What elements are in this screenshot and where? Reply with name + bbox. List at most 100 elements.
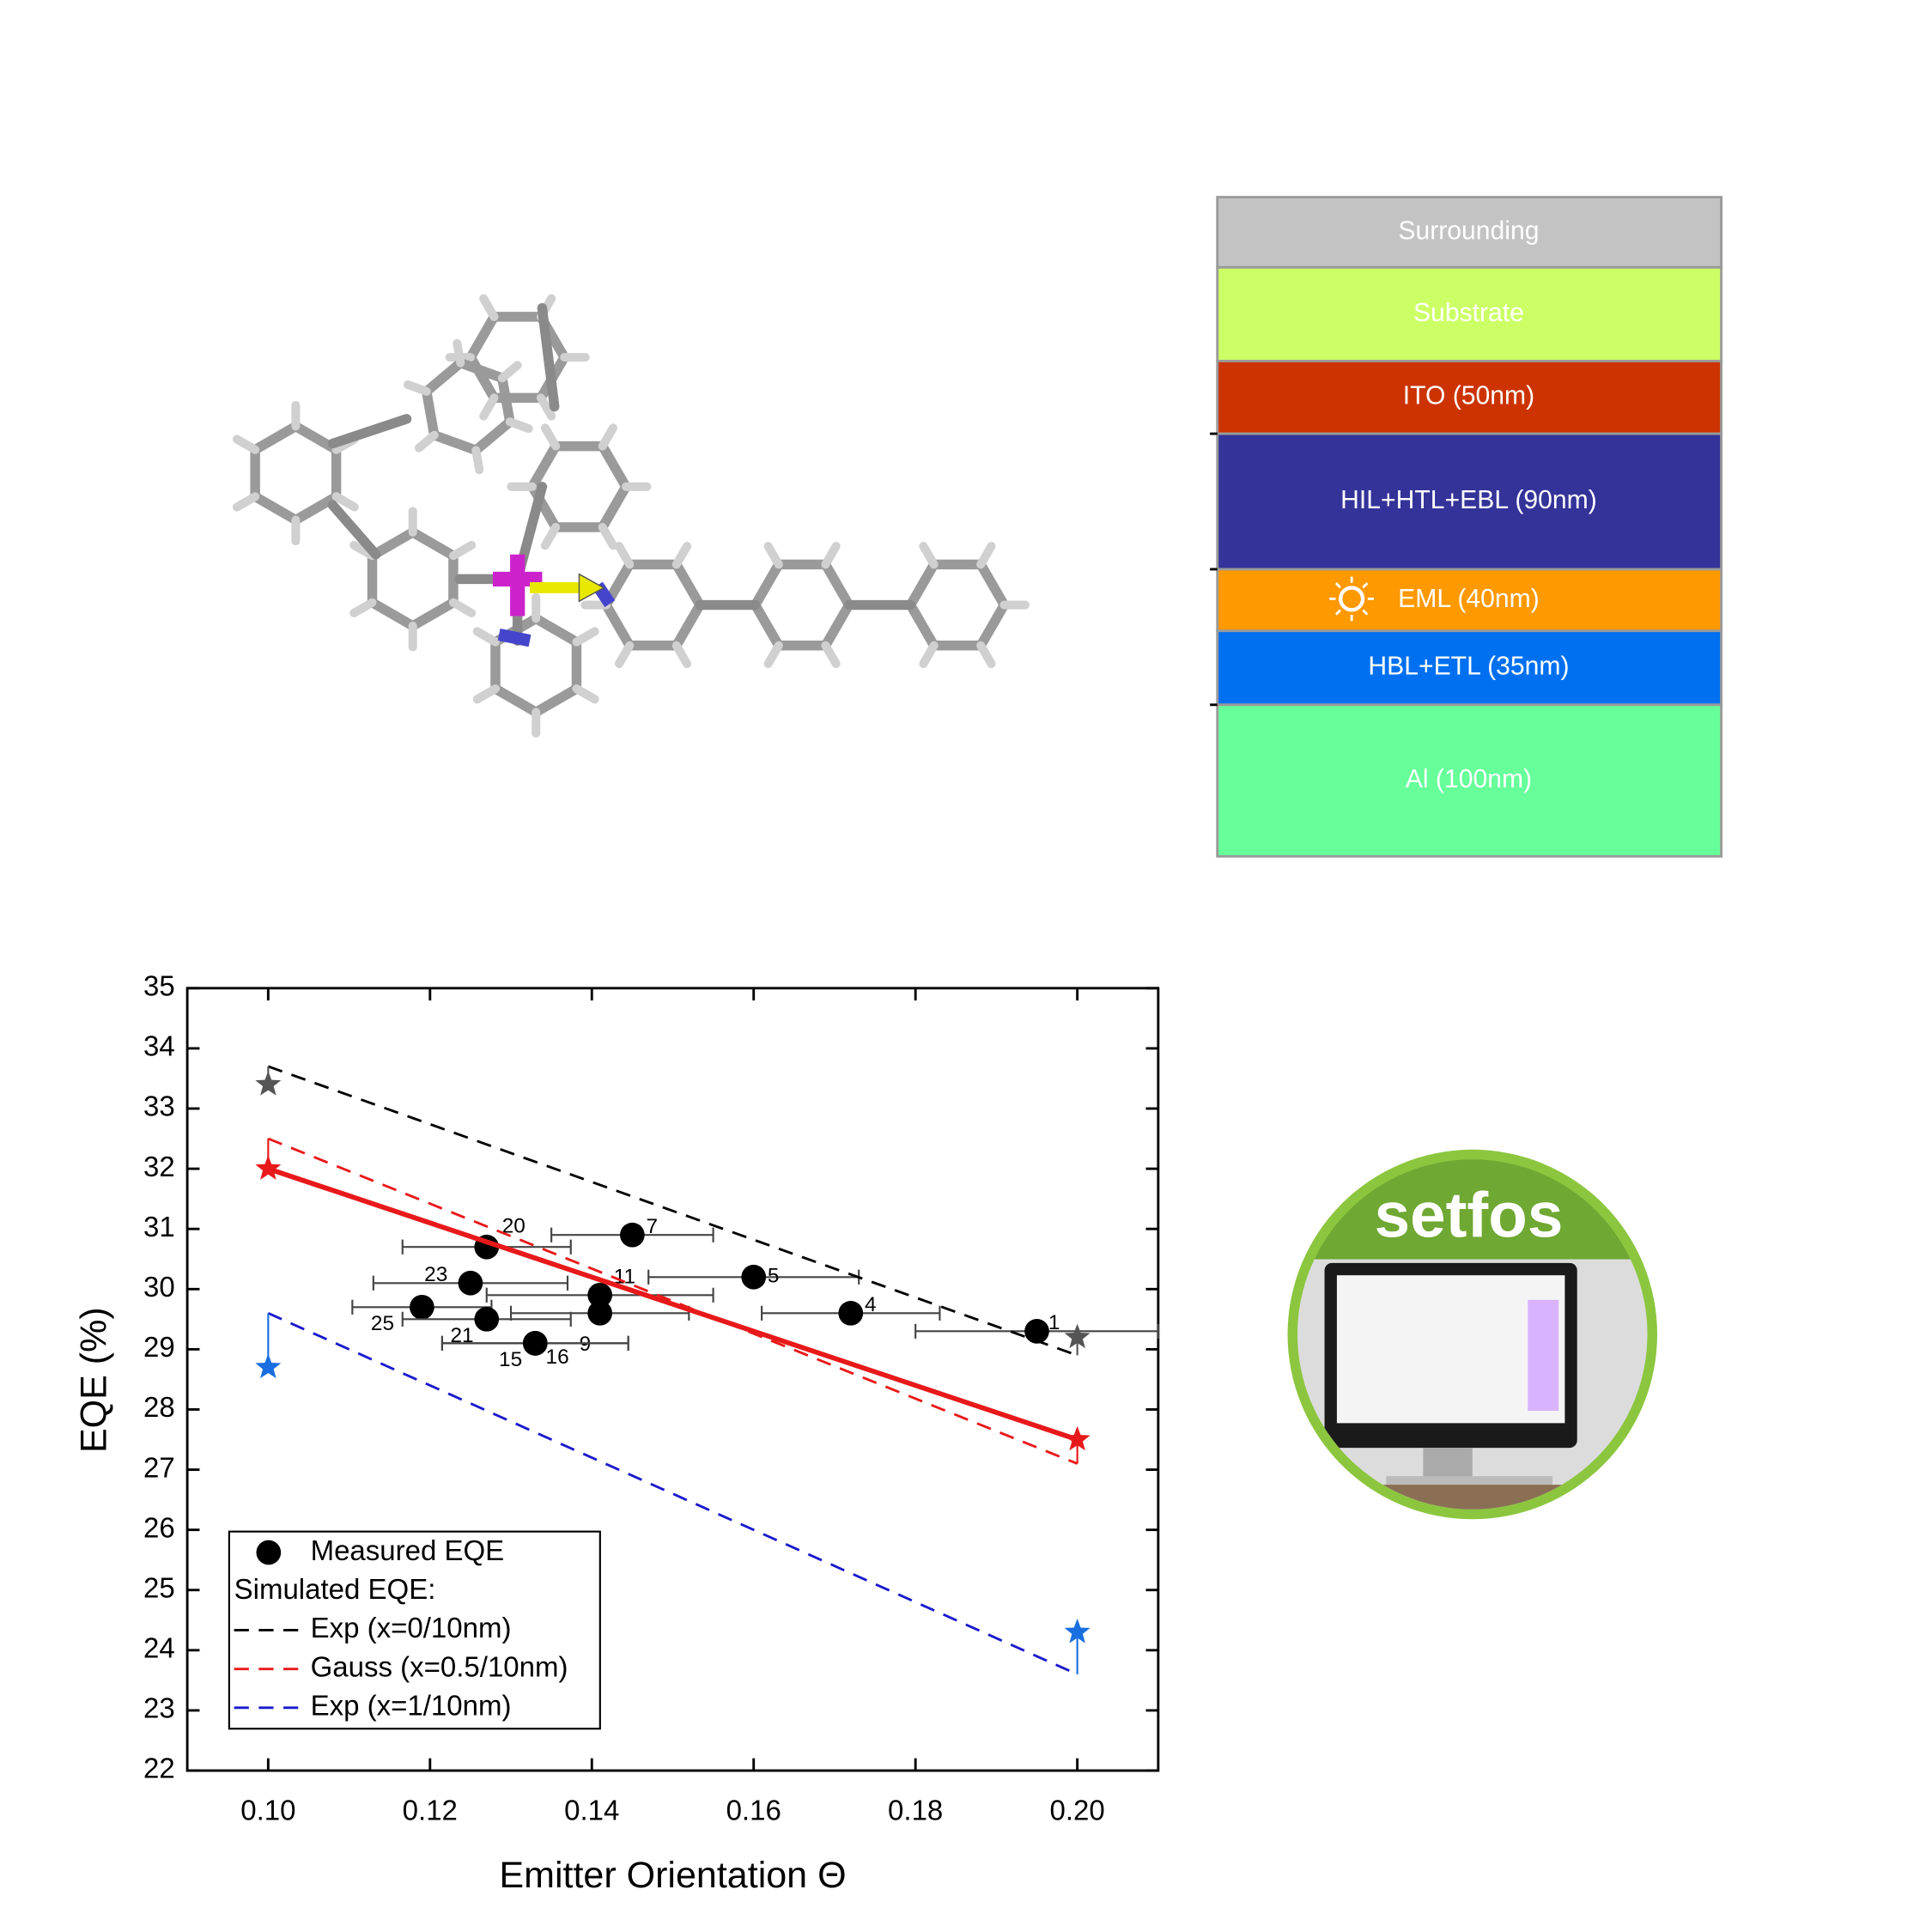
hydrogen-bond <box>614 641 635 669</box>
hydrogen-bond <box>505 417 533 434</box>
hydrogen-bond <box>536 393 556 421</box>
data-point <box>458 1270 483 1296</box>
hydrogen-bond <box>598 423 617 451</box>
x-tick-label: 0.10 <box>240 1795 295 1826</box>
point-label: 4 <box>865 1293 877 1316</box>
molecule <box>232 294 1030 738</box>
emission-ray <box>1362 609 1369 616</box>
hydrogen-bond <box>331 492 359 512</box>
hydrogen-bond <box>479 294 499 321</box>
hydrogen-bond <box>479 393 499 421</box>
x-tick-label: 0.18 <box>888 1795 943 1826</box>
data-point <box>522 1331 548 1356</box>
y-tick-label: 34 <box>143 1030 175 1062</box>
hydrogen-bond <box>232 434 260 454</box>
layer-label: HIL+HTL+EBL (90nm) <box>1340 486 1597 514</box>
layer-label: Al (100nm) <box>1406 765 1532 793</box>
hydrogen-bond <box>821 542 841 569</box>
data-point <box>1024 1319 1049 1344</box>
layer-label: ITO (50nm) <box>1403 382 1534 410</box>
y-tick-label: 22 <box>143 1753 175 1784</box>
hydrogen-bond <box>821 641 841 669</box>
legend-symbol <box>256 1540 282 1565</box>
y-tick-label: 31 <box>143 1211 175 1242</box>
hydrogen-bond <box>472 684 501 704</box>
dipole-arrow-head <box>578 573 605 603</box>
y-tick-label: 24 <box>143 1632 175 1664</box>
data-point <box>741 1264 767 1290</box>
layer-label: Substrate <box>1413 299 1524 327</box>
emission-ray <box>1362 582 1369 589</box>
plot-frame <box>185 987 1160 1772</box>
hydrogen-bond <box>763 542 783 569</box>
y-tick-label: 27 <box>143 1451 175 1483</box>
bond <box>327 500 381 560</box>
emission-icon <box>1339 586 1365 612</box>
hydrogen-bond <box>763 641 783 669</box>
x-axis-title: Emitter Orientation Θ <box>499 1855 846 1896</box>
star-marker <box>1064 1323 1091 1349</box>
x-tick-label: 0.16 <box>726 1795 781 1826</box>
y-tick-label: 35 <box>143 970 175 1002</box>
hydrogen-bond <box>671 641 692 669</box>
logo-text: setfos <box>1375 1178 1564 1250</box>
hydrogen-bond <box>976 542 996 569</box>
hydrogen-bond <box>232 492 260 512</box>
y-tick-label: 28 <box>143 1391 175 1423</box>
hydrogen-bond <box>572 684 599 704</box>
hydrogen-bond <box>540 523 561 550</box>
y-tick-label: 30 <box>143 1271 175 1303</box>
point-label: 9 <box>580 1333 592 1356</box>
x-tick-label: 0.14 <box>564 1795 619 1826</box>
legend-label: Measured EQE <box>311 1534 505 1566</box>
data-point <box>838 1300 864 1326</box>
emission-ray <box>1334 609 1341 616</box>
legend-label: Exp (x=0/10nm) <box>311 1612 512 1643</box>
hydrogen-bond <box>453 338 465 368</box>
hydrogen-bond <box>919 641 939 669</box>
layer <box>1216 568 1723 633</box>
hydrogen-bond <box>671 542 692 569</box>
legend-label: Gauss (x=0.5/10nm) <box>311 1650 568 1682</box>
dashed-line <box>267 1065 1078 1357</box>
point-label: 16 <box>546 1346 569 1369</box>
legend-label: Exp (x=1/10nm) <box>311 1690 512 1722</box>
legend-heading: Simulated EQE: <box>234 1573 436 1605</box>
logo: setfos <box>1287 1149 1658 1520</box>
point-label: 23 <box>424 1263 447 1286</box>
point-label: 7 <box>647 1215 659 1238</box>
hydrogen-bond <box>403 380 431 396</box>
hydrogen-bond <box>572 627 599 647</box>
layer <box>1216 629 1723 707</box>
y-tick-label: 25 <box>143 1571 175 1603</box>
x-tick-label: 0.20 <box>1050 1795 1105 1826</box>
x-tick-label: 0.12 <box>403 1795 458 1826</box>
hydrogen-bond <box>448 598 477 617</box>
bond <box>327 414 412 449</box>
layer <box>1216 360 1723 435</box>
layer <box>1216 432 1723 571</box>
hydrogen-bond <box>598 523 617 550</box>
layer-label: HBL+ETL (35nm) <box>1368 653 1569 681</box>
hydrogen-bond <box>414 430 439 453</box>
fit-line <box>267 1166 1078 1443</box>
point-label: 15 <box>499 1348 522 1371</box>
data-point <box>410 1294 434 1320</box>
star-marker <box>1064 1425 1091 1451</box>
monitor-screen <box>1336 1275 1565 1424</box>
layer-label: EML (40nm) <box>1398 585 1540 613</box>
layer <box>1216 196 1723 269</box>
hydrogen-bond <box>919 542 939 569</box>
y-tick-label: 32 <box>143 1151 175 1182</box>
hydrogen-bond <box>976 641 996 669</box>
dashed-line <box>267 1137 1078 1465</box>
data-point <box>587 1282 613 1308</box>
y-tick-label: 23 <box>143 1692 175 1724</box>
point-label: 5 <box>768 1265 780 1288</box>
star-marker <box>1064 1619 1091 1643</box>
hydrogen-bond <box>448 540 477 561</box>
point-label: 25 <box>371 1312 394 1335</box>
y-tick-label: 26 <box>143 1511 175 1543</box>
